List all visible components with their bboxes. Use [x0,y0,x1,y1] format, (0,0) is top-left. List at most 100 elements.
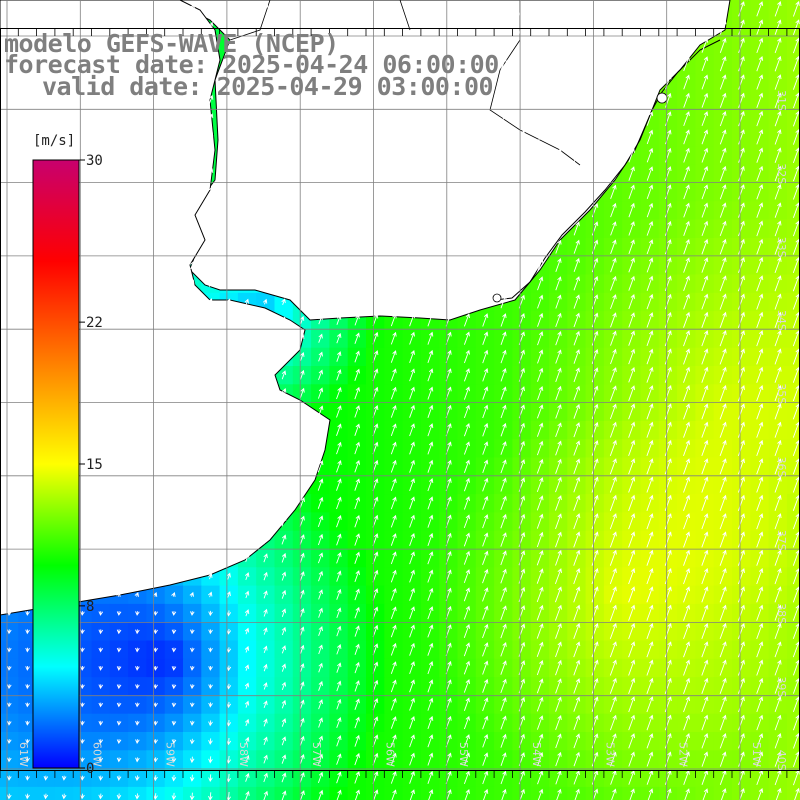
wind-arrow [98,279,103,288]
wind-arrow [774,165,782,182]
wind-arrow [756,37,764,54]
wind-arrow [6,280,12,287]
wind-arrow [208,149,214,161]
wind-cell [750,786,770,800]
wind-arrow [318,241,324,252]
wind-arrow [153,333,159,343]
wind-arrow [80,23,85,31]
colorbar-tick-label: 30 [86,153,103,169]
wind-arrow [573,20,580,35]
wind-arrow [573,148,580,163]
wind-arrow [190,279,195,288]
wind-arrow [500,56,507,71]
longitude-label: 53W [603,742,616,767]
wind-cell [786,54,800,74]
wind-arrow [683,348,691,365]
wind-cell [786,183,800,202]
wind-arrow [738,184,745,200]
wind-arrow [555,75,562,89]
wind-arrow [226,186,232,198]
wind-arrow [226,167,232,180]
wind-arrow [573,38,580,53]
wind-arrow [153,205,159,215]
wind-arrow [153,113,159,124]
wind-arrow [701,330,709,347]
wind-arrow [61,96,67,104]
wind-arrow [336,57,342,70]
wind-arrow [683,257,690,273]
wind-arrow [117,22,122,32]
wind-cell [786,366,800,385]
wind-arrow [6,79,12,85]
wind-cell [786,36,800,56]
wind-arrow [208,298,213,306]
latitude-label: 39S [775,676,788,697]
wind-arrow [390,57,397,71]
wind-arrow [555,331,562,346]
wind-cell [786,567,800,587]
wind-arrow [573,221,580,236]
wind-cell [786,658,800,678]
wind-arrow [774,147,782,163]
wind-arrow [628,202,635,218]
wind-cell [54,786,74,800]
wind-arrow [390,258,397,272]
wind-arrow [171,77,177,87]
wind-arrow [390,350,397,363]
wind-arrow [537,294,544,309]
wind-arrow [318,278,323,288]
wind-arrow [628,221,635,236]
wind-arrow [6,42,12,49]
wind-arrow [153,40,159,51]
wind-arrow [738,257,745,273]
wind-arrow [208,261,213,269]
wind-arrow [427,38,434,52]
wind-cell [366,786,385,800]
wind-arrow [153,58,159,69]
wind-arrow [427,130,434,144]
wind-arrow [135,95,140,105]
wind-arrow [190,95,195,106]
wind-arrow [628,184,635,200]
longitude-label: 54W [530,742,543,767]
wind-cell [786,457,800,477]
wind-arrow [738,220,745,237]
wind-arrow [463,130,470,144]
coast-brazil [494,39,721,301]
wind-arrow [628,166,635,181]
wind-arrow [610,184,617,199]
wind-arrow [390,75,397,89]
wind-arrow [537,56,544,71]
wind-arrow [573,56,580,71]
wind-arrow [683,184,690,200]
wind-arrow [573,1,580,16]
wind-arrow [719,257,727,273]
wind-arrow [317,2,324,15]
wind-arrow [463,148,470,162]
wind-cell [786,237,800,257]
wind-arrow [738,165,745,182]
wind-arrow [610,1,617,16]
wind-arrow [336,167,342,180]
wind-arrow [354,57,361,70]
wind-arrow [98,315,103,324]
longitude-label: 61W [17,742,30,767]
wind-cell [786,311,800,330]
wind-arrow [390,203,397,217]
wind-cell [786,18,800,38]
wind-arrow [683,202,690,218]
wind-arrow [117,187,122,197]
wind-arrow [25,261,30,269]
wind-arrow [628,56,635,71]
wind-arrow [756,1,764,17]
wind-arrow [537,349,544,364]
wind-cell [713,786,733,800]
wind-arrow [208,316,213,324]
wind-arrow [263,279,268,287]
wind-arrow [409,57,415,71]
wind-arrow [6,298,12,305]
wind-arrow [646,93,654,108]
wind-arrow [281,204,287,216]
wind-arrow [25,170,30,177]
wind-cell [475,786,495,800]
